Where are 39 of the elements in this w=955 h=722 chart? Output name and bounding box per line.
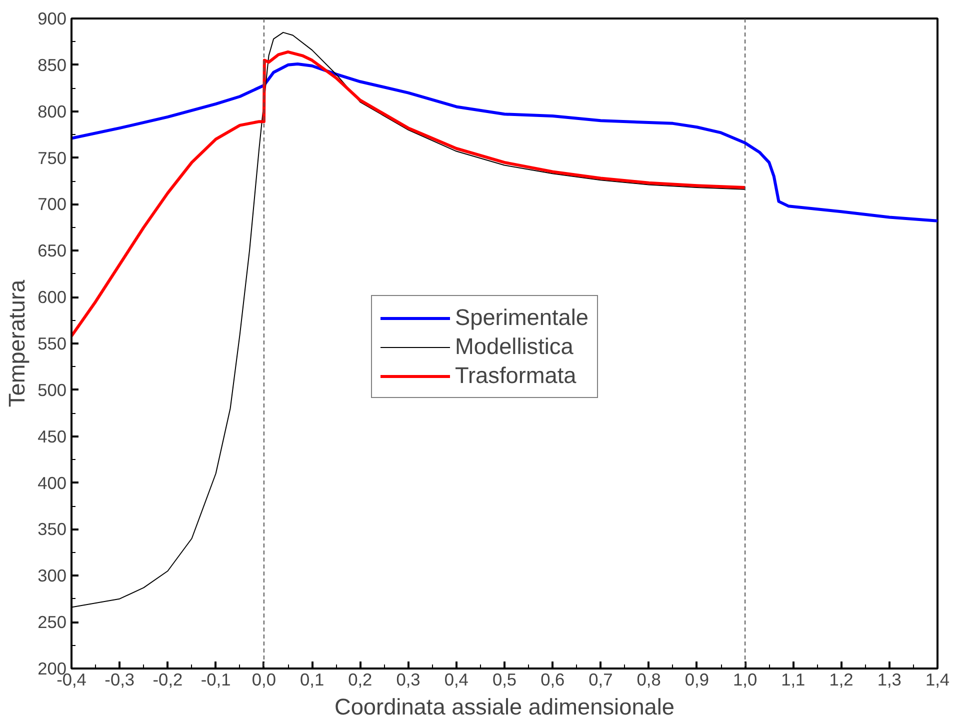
x-tick-label: 0,4 [444,670,469,690]
y-tick-label: 600 [38,287,67,308]
x-tick-label: -0,1 [200,670,231,690]
y-tick-label: 700 [38,194,67,214]
y-tick-label: 750 [38,148,67,168]
x-tick-label: 0,3 [396,670,420,690]
x-axis-title: Coordinata assiale adimensionale [334,694,675,720]
x-tick-label: -0,2 [152,670,183,690]
x-tick-label: 1,2 [829,670,854,690]
legend-label: Trasformata [455,362,576,389]
x-tick-label: 0,8 [636,670,661,690]
line-series [72,62,938,222]
x-tick-label: 0,6 [540,670,565,690]
y-tick-label: 450 [38,426,67,446]
legend-label: Sperimentale [455,304,588,331]
y-tick-label: 400 [38,472,67,493]
x-tick-label: 0,5 [492,670,517,690]
x-tick-label: 0,9 [684,670,709,690]
x-tick-label: 0,7 [588,670,613,690]
y-tick-label: 500 [38,380,67,400]
y-tick-label: 800 [38,101,67,122]
x-tick-label: 1,0 [733,670,758,690]
y-axis-title: Temperatura [4,280,30,408]
y-tick-label: 250 [38,612,67,632]
x-tick-label: 1,4 [925,670,950,690]
x-tick-label: -0,3 [104,670,135,690]
y-tick-label: 300 [38,566,67,586]
y-tick-label: 900 [38,8,67,28]
x-tick-label: 0,0 [252,670,276,690]
x-tick-label: 0,2 [348,670,372,690]
y-tick-label: 350 [38,519,67,540]
x-tick-label: 0,1 [300,670,324,690]
x-tick-label: 1,1 [781,670,806,690]
line-series [72,50,747,338]
y-tick-label: 650 [38,240,67,261]
y-tick-label: 550 [38,334,67,354]
x-tick-label: 1,3 [877,670,902,690]
y-tick-label: 850 [38,54,67,75]
legend-label: Modellistica [455,333,574,360]
